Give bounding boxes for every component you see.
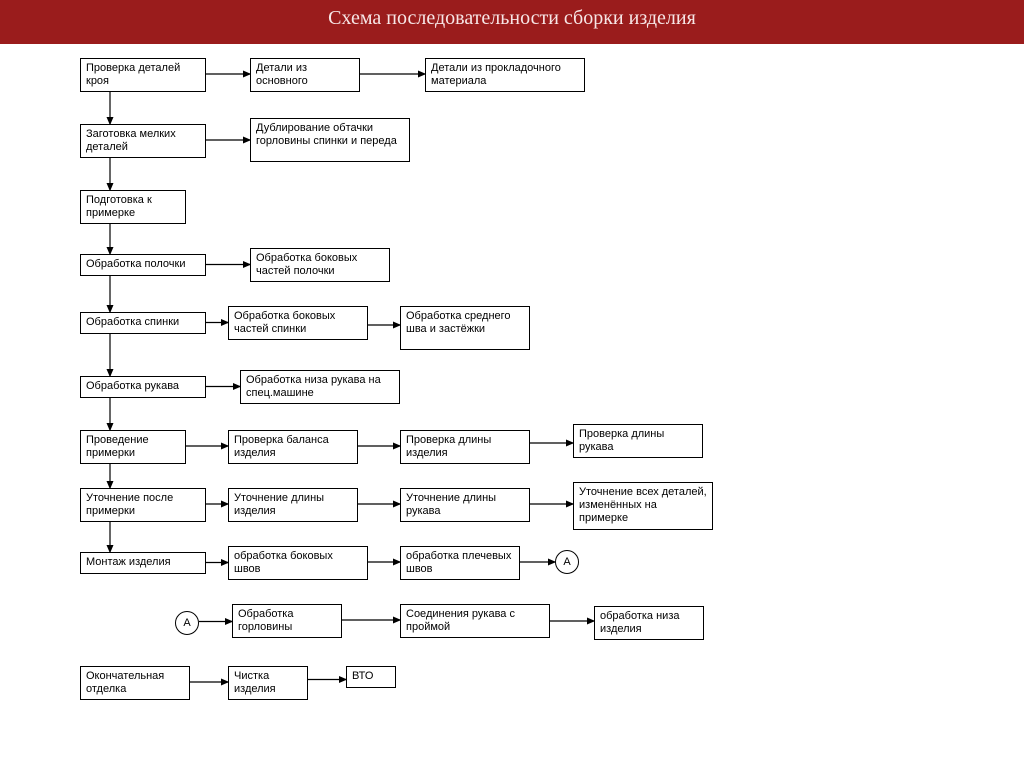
flowchart-node: Обработка полочки [80,254,206,276]
flowchart-node: Обработка спинки [80,312,206,334]
flowchart-node: Уточнение после примерки [80,488,206,522]
flowchart-canvas: Проверка деталей кроя Детали из основного… [0,44,1024,767]
flowchart-node: Окончательная отделка [80,666,190,700]
title-bar: Схема последовательности сборки изделия [0,0,1024,44]
flowchart-node: Соединения рукава с проймой [400,604,550,638]
flowchart-node: Обработка рукава [80,376,206,398]
flowchart-node: ВТО [346,666,396,688]
flowchart-node: обработка низа изделия [594,606,704,640]
page-title: Схема последовательности сборки изделия [328,7,696,29]
flowchart-node: Монтаж изделия [80,552,206,574]
flowchart-node: Детали из основного [250,58,360,92]
flowchart-node: Подготовка к примерке [80,190,186,224]
flowchart-node: обработка плечевых швов [400,546,520,580]
flowchart-node: Дублирование обтачки горловины спинки и … [250,118,410,162]
flowchart-node: Проверка деталей кроя [80,58,206,92]
flowchart-node: Чистка изделия [228,666,308,700]
flowchart-node: Детали из прокладочного материала [425,58,585,92]
flowchart-node: Обработка низа рукава на спец.машине [240,370,400,404]
flowchart-node: Заготовка мелких деталей [80,124,206,158]
flowchart-node: Уточнение всех деталей, изменённых на пр… [573,482,713,530]
flowchart-node: Проверка баланса изделия [228,430,358,464]
flowchart-node: Обработка среднего шва и застёжки [400,306,530,350]
flowchart-node: обработка боковых швов [228,546,368,580]
flowchart-node: Обработка боковых частей спинки [228,306,368,340]
flowchart-node: Проведение примерки [80,430,186,464]
flowchart-node: Обработка боковых частей полочки [250,248,390,282]
flowchart-node: Обработка горловины [232,604,342,638]
flowchart-node: Проверка длины рукава [573,424,703,458]
flowchart-node: Уточнение длины изделия [228,488,358,522]
flowchart-node: Проверка длины изделия [400,430,530,464]
flowchart-connector: А [175,611,199,635]
flowchart-node: Уточнение длины рукава [400,488,530,522]
flowchart-connector: А [555,550,579,574]
